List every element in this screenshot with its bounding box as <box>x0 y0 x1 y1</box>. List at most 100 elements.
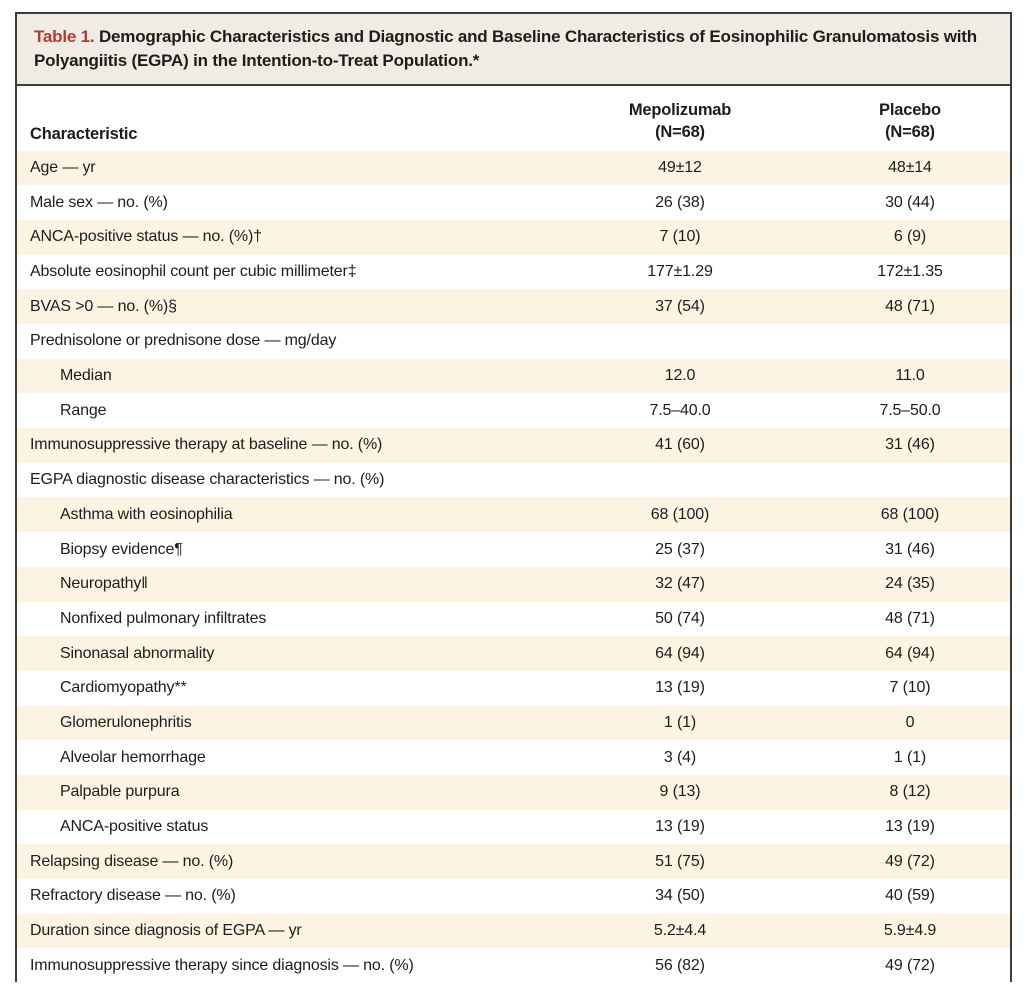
placebo-value: 48 (71) <box>885 609 935 627</box>
mepolizumab-value: 49±12 <box>658 158 702 176</box>
row-label: Sinonasal abnormality <box>60 644 215 662</box>
row-label: Prednisolone or prednisone dose — mg/day <box>30 332 337 350</box>
mepolizumab-value: 32 (47) <box>655 575 705 593</box>
placebo-value: 172±1.35 <box>877 263 943 280</box>
placebo-value: 1 (1) <box>893 748 927 766</box>
row-label: Nonfixed pulmonary infiltrates <box>60 609 267 627</box>
table-row: Alveolar hemorrhage 3 (4) 1 (1) <box>17 740 1010 775</box>
table-row: Male sex — no. (%) 26 (38) 30 (44) <box>17 185 1010 220</box>
placebo-value: 64 (94) <box>885 644 935 662</box>
table-row: Asthma with eosinophilia 68 (100) 68 (100) <box>17 497 1010 533</box>
placebo-value: 11.0 <box>895 367 925 385</box>
placebo-value: 48 (71) <box>885 297 935 315</box>
table-row: Biopsy evidence¶ 25 (37) 31 (46) <box>17 532 1010 567</box>
placebo-value: 13 (19) <box>885 818 935 835</box>
table-row: Prednisolone or prednisone dose — mg/day <box>17 324 1010 359</box>
row-label: Duration since diagnosis of EGPA — yr <box>30 922 302 940</box>
column-header-mepolizumab-name: Mepolizumab <box>628 101 732 120</box>
placebo-value: 68 (100) <box>880 505 940 523</box>
column-header-characteristic: Characteristic <box>30 124 138 143</box>
mepolizumab-value: 51 (75) <box>655 852 705 870</box>
placebo-value: 8 (12) <box>889 783 931 801</box>
placebo-value: 31 (46) <box>885 540 935 558</box>
row-label: Relapsing disease — no. (%) <box>30 852 234 870</box>
table-row: Age — yr 49±12 48±14 <box>17 150 1010 186</box>
mepolizumab-value: 13 (19) <box>655 818 705 835</box>
row-label: ANCA-positive status — no. (%)† <box>30 228 262 246</box>
table-row: Absolute eosinophil count per cubic mill… <box>17 254 1010 290</box>
row-label: Range <box>60 401 107 419</box>
placebo-value: 24 (35) <box>885 575 935 593</box>
row-label: Alveolar hemorrhage <box>60 748 206 766</box>
table-row: Refractory disease — no. (%) 34 (50) 40 (5… <box>17 879 1010 914</box>
row-label: Male sex — no. (%) <box>30 193 168 211</box>
column-header-placebo: Placebo (N=68) <box>810 99 1010 144</box>
mepolizumab-value: 1 (1) <box>663 713 697 731</box>
column-header-placebo-n: (N=68) <box>885 123 935 142</box>
row-label: Cardiomyopathy** <box>60 679 187 697</box>
placebo-value: 49 (72) <box>885 956 935 974</box>
column-header-mepolizumab-n: (N=68) <box>655 123 705 142</box>
mepolizumab-value: 64 (94) <box>655 644 705 662</box>
row-label: Median <box>60 367 112 385</box>
mepolizumab-value: 5.2±4.4 <box>653 922 707 940</box>
mepolizumab-value: 34 (50) <box>655 887 705 905</box>
placebo-value: 7.5–50.0 <box>879 401 941 419</box>
table-row: BVAS >0 — no. (%)§ 37 (54) 48 (71) <box>17 289 1010 325</box>
table-header-row: Characteristic Mepolizumab (N=68) Placeb… <box>17 86 1010 151</box>
table-row: ANCA-positive status — no. (%)† 7 (10) 6 (… <box>17 219 1010 255</box>
table-row: Relapsing disease — no. (%) 51 (75) 49 (72… <box>17 844 1010 880</box>
mepolizumab-value: 37 (54) <box>655 297 705 315</box>
table-title-text: Demographic Characteristics and Diagnost… <box>34 27 977 71</box>
placebo-value: 30 (44) <box>885 193 935 211</box>
table-row: Median 12.0 11.0 <box>17 358 1010 394</box>
row-label: Glomerulonephritis <box>60 713 192 731</box>
mepolizumab-value: 7 (10) <box>659 228 701 246</box>
mepolizumab-value: 3 (4) <box>663 748 697 766</box>
table-number-label: Table 1. <box>34 27 95 46</box>
mepolizumab-value: 9 (13) <box>659 783 701 801</box>
table-row: Duration since diagnosis of EGPA — yr 5.2… <box>17 913 1010 949</box>
table-row: Range 7.5–40.0 7.5–50.0 <box>17 393 1010 429</box>
mepolizumab-value: 56 (82) <box>655 956 705 974</box>
table-body: Age — yr 49±12 48±14 Male sex — no. (%) 26 (… <box>17 150 1010 984</box>
mepolizumab-value: 68 (100) <box>650 505 710 523</box>
table-row: Immunosuppressive therapy since diagnosi… <box>17 948 1010 984</box>
row-label: Palpable purpura <box>60 783 180 801</box>
table-title: Table 1. Demographic Characteristics and… <box>17 14 1010 86</box>
column-header-mepolizumab: Mepolizumab (N=68) <box>550 99 810 144</box>
placebo-value: 6 (9) <box>893 228 927 246</box>
table-row: Cardiomyopathy** 13 (19) 7 (10) <box>17 670 1010 706</box>
mepolizumab-value: 41 (60) <box>655 436 705 454</box>
column-header-placebo-name: Placebo <box>879 101 941 120</box>
table-row: Neuropathy‖ 32 (47) 24 (35) <box>17 566 1010 602</box>
row-label: Immunosuppressive therapy at baseline — … <box>30 436 383 454</box>
row-label: EGPA diagnostic disease characteristics … <box>30 471 385 489</box>
mepolizumab-value: 26 (38) <box>655 193 705 211</box>
table-row: Nonfixed pulmonary infiltrates 50 (74) 48 … <box>17 601 1010 637</box>
placebo-value: 48±14 <box>888 158 932 176</box>
placebo-value: 49 (72) <box>885 852 935 870</box>
row-label: Age — yr <box>30 158 96 176</box>
row-label: Biopsy evidence¶ <box>60 540 183 558</box>
row-label: ANCA-positive status <box>60 818 209 835</box>
table-figure: Table 1. Demographic Characteristics and… <box>15 12 1012 984</box>
table-row: Glomerulonephritis 1 (1) 0 <box>17 705 1010 741</box>
row-label: Absolute eosinophil count per cubic mill… <box>30 263 357 280</box>
table-row: Immunosuppressive therapy at baseline — … <box>17 428 1010 463</box>
table-row: Palpable purpura 9 (13) 8 (12) <box>17 774 1010 810</box>
row-label: BVAS >0 — no. (%)§ <box>30 297 177 315</box>
placebo-value: 31 (46) <box>885 436 935 454</box>
mepolizumab-value: 12.0 <box>664 367 696 385</box>
mepolizumab-value: 177±1.29 <box>647 263 713 280</box>
mepolizumab-value: 50 (74) <box>655 609 705 627</box>
placebo-value: 40 (59) <box>885 887 935 905</box>
table-row: ANCA-positive status 13 (19) 13 (19) <box>17 809 1010 845</box>
row-label: Immunosuppressive therapy since diagnosi… <box>30 956 414 974</box>
row-label: Neuropathy‖ <box>60 575 148 593</box>
row-label: Asthma with eosinophilia <box>60 505 233 523</box>
mepolizumab-value: 7.5–40.0 <box>649 401 711 419</box>
placebo-value: 0 <box>905 713 915 731</box>
placebo-value: 5.9±4.9 <box>883 922 937 940</box>
placebo-value: 7 (10) <box>889 679 931 697</box>
